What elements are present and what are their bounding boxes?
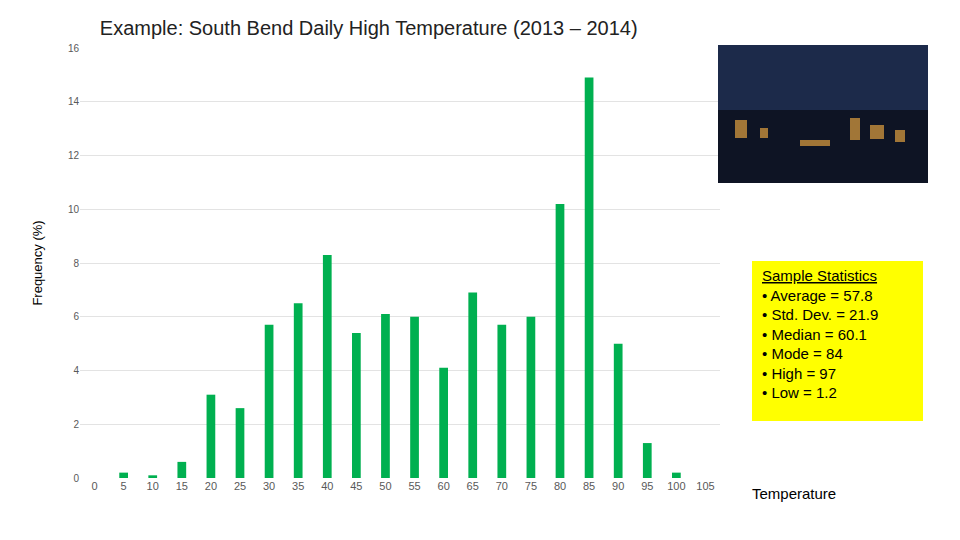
svg-text:Example: South Bend Daily High: Example: South Bend Daily High Temperatu… [100,17,638,39]
svg-text:Sample Statistics• Average = 5: Sample Statistics• Average = 57.8• Std. … [762,267,878,401]
svg-text:6: 6 [73,311,79,322]
svg-text:2: 2 [73,419,79,430]
svg-text:70: 70 [496,480,508,492]
svg-text:Frequency (%): Frequency (%) [30,220,45,305]
svg-text:50: 50 [379,480,391,492]
svg-text:35: 35 [292,480,304,492]
svg-text:10: 10 [147,480,159,492]
svg-text:60: 60 [438,480,450,492]
svg-text:65: 65 [467,480,479,492]
svg-text:14: 14 [68,96,80,107]
svg-text:95: 95 [641,480,653,492]
svg-text:105: 105 [696,480,714,492]
svg-text:0: 0 [73,473,79,484]
svg-text:40: 40 [321,480,333,492]
svg-text:5: 5 [121,480,127,492]
svg-text:Temperature: Temperature [752,485,836,502]
svg-text:75: 75 [525,480,537,492]
svg-text:15: 15 [176,480,188,492]
svg-text:55: 55 [408,480,420,492]
svg-text:85: 85 [583,480,595,492]
svg-text:12: 12 [68,150,80,161]
svg-text:25: 25 [234,480,246,492]
svg-text:20: 20 [205,480,217,492]
svg-text:30: 30 [263,480,275,492]
svg-text:16: 16 [68,43,80,54]
svg-text:8: 8 [73,258,79,269]
svg-text:45: 45 [350,480,362,492]
svg-text:4: 4 [73,365,79,376]
svg-text:90: 90 [612,480,624,492]
svg-text:100: 100 [667,480,685,492]
svg-text:0: 0 [91,480,97,492]
svg-text:80: 80 [554,480,566,492]
svg-text:10: 10 [68,204,80,215]
